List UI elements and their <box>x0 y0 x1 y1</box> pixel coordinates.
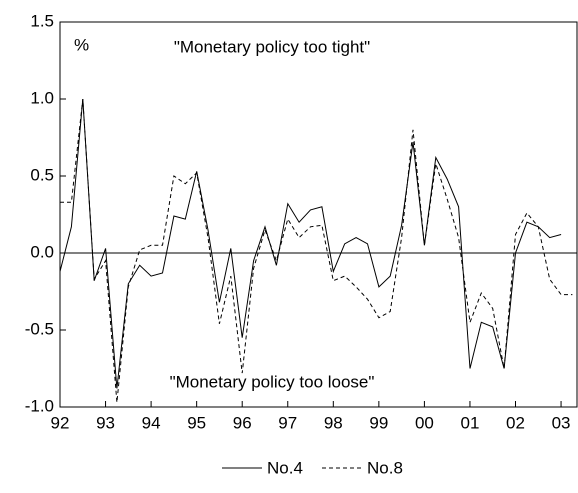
x-tick-label: 03 <box>552 413 571 432</box>
legend-label: No.4 <box>267 458 303 477</box>
x-tick-label: 93 <box>96 413 115 432</box>
annotation: "Monetary policy too loose" <box>170 372 375 391</box>
annotation: % <box>74 35 89 54</box>
x-tick-label: 92 <box>51 413 70 432</box>
y-tick-label: -0.5 <box>25 319 54 338</box>
x-tick-label: 01 <box>460 413 479 432</box>
x-tick-label: 98 <box>324 413 343 432</box>
x-tick-label: 00 <box>415 413 434 432</box>
x-tick-label: 96 <box>233 413 252 432</box>
series-line <box>60 98 573 403</box>
y-tick-label: 1.5 <box>30 11 54 30</box>
legend-label: No.8 <box>367 458 403 477</box>
x-tick-label: 02 <box>506 413 525 432</box>
y-tick-label: -1.0 <box>25 396 54 415</box>
x-tick-label: 97 <box>278 413 297 432</box>
x-tick-label: 95 <box>187 413 206 432</box>
y-tick-label: 0.5 <box>30 165 54 184</box>
y-tick-label: 0.0 <box>30 242 54 261</box>
series-line <box>59 98 562 389</box>
y-tick-label: 1.0 <box>30 88 54 107</box>
x-tick-label: 94 <box>142 413 161 432</box>
x-tick-label: 99 <box>369 413 388 432</box>
plot-frame <box>59 21 578 408</box>
annotation: "Monetary policy too tight" <box>174 37 370 56</box>
